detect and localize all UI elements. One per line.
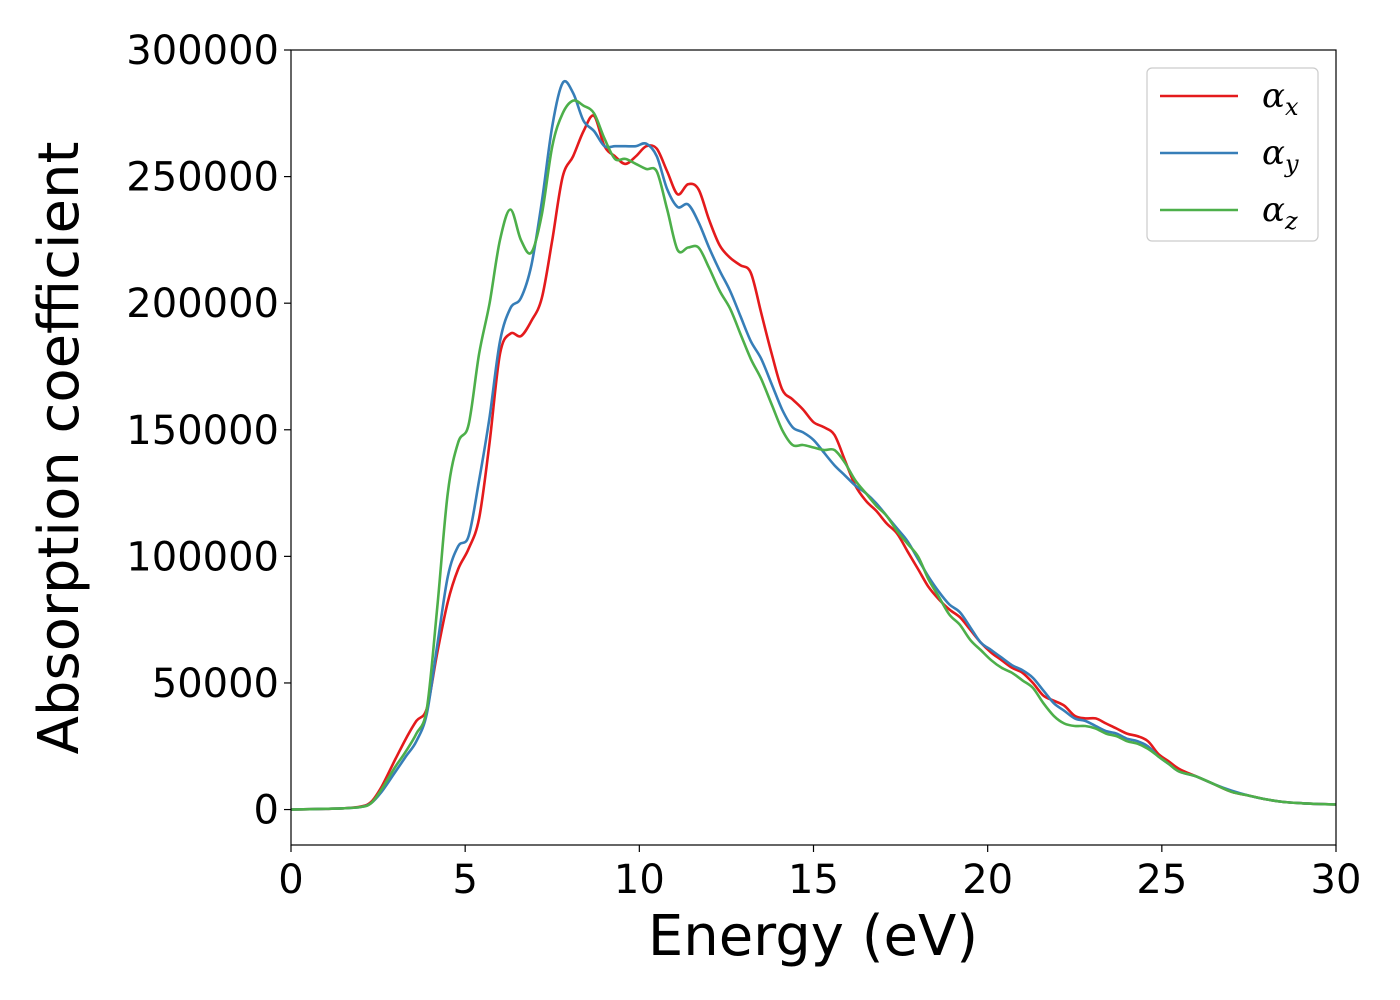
y-tick-label: 150000	[126, 408, 279, 454]
x-tick-label: 25	[1136, 857, 1187, 903]
y-tick-label: 200000	[126, 281, 279, 327]
series-line-y	[290, 79, 1337, 811]
series-line-x	[290, 114, 1337, 811]
x-axis-label: Energy (eV)	[648, 904, 978, 969]
x-tick-label: 0	[278, 857, 303, 903]
y-axis: 0 50000 100000 150000 200000 250000 300000	[126, 28, 291, 834]
series-line-z	[290, 99, 1337, 811]
x-axis: 0 5 10 15 20 25 30	[278, 845, 1361, 903]
x-tick-label: 20	[962, 857, 1013, 903]
series-layer	[290, 79, 1337, 811]
y-tick-label: 50000	[152, 661, 279, 707]
y-tick-label: 0	[254, 788, 279, 834]
x-tick-label: 10	[614, 857, 665, 903]
x-tick-label: 5	[452, 857, 477, 903]
y-tick-label: 100000	[126, 534, 279, 580]
x-tick-label: 15	[788, 857, 839, 903]
legend-box	[1146, 67, 1319, 242]
y-tick-label: 300000	[126, 28, 279, 74]
y-tick-label: 250000	[126, 155, 279, 201]
x-tick-label: 30	[1311, 857, 1362, 903]
y-axis-label: Absorption coefficient	[27, 142, 92, 755]
